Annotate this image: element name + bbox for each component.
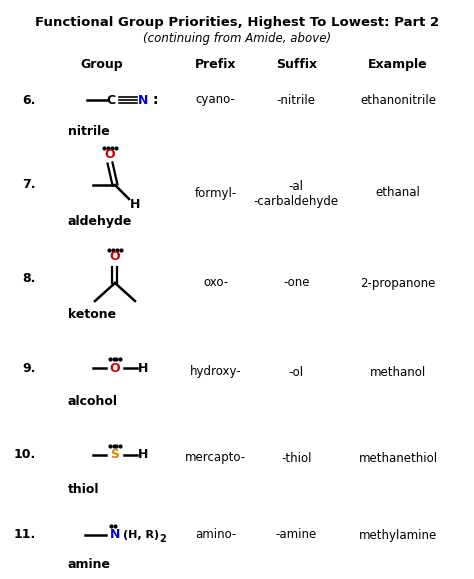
Text: -al: -al xyxy=(289,181,304,193)
Text: amine: amine xyxy=(68,558,111,571)
Text: methylamine: methylamine xyxy=(359,529,438,541)
Text: N: N xyxy=(110,529,120,541)
Text: 2: 2 xyxy=(159,534,166,544)
Text: O: O xyxy=(109,251,120,263)
Text: cyano-: cyano- xyxy=(196,93,236,107)
Text: methanethiol: methanethiol xyxy=(359,452,438,464)
Text: H: H xyxy=(138,449,148,461)
Text: S: S xyxy=(110,449,119,461)
Text: Functional Group Priorities, Highest To Lowest: Part 2: Functional Group Priorities, Highest To … xyxy=(35,16,439,29)
Text: H: H xyxy=(138,361,148,375)
Text: 9.: 9. xyxy=(23,361,36,375)
Text: O: O xyxy=(109,361,120,375)
Text: N: N xyxy=(138,93,148,107)
Text: -thiol: -thiol xyxy=(281,452,311,464)
Text: 6.: 6. xyxy=(23,93,36,107)
Text: 7.: 7. xyxy=(22,178,36,192)
Text: ketone: ketone xyxy=(68,308,116,321)
Text: :: : xyxy=(153,93,158,107)
Text: C: C xyxy=(107,93,116,107)
Text: H: H xyxy=(130,199,140,211)
Text: nitrile: nitrile xyxy=(68,125,110,138)
Text: 2-propanone: 2-propanone xyxy=(360,277,436,290)
Text: Group: Group xyxy=(81,58,123,71)
Text: methanol: methanol xyxy=(370,365,426,379)
Text: 10.: 10. xyxy=(14,449,36,461)
Text: Suffix: Suffix xyxy=(276,58,317,71)
Text: ethanal: ethanal xyxy=(376,186,420,200)
Text: Example: Example xyxy=(368,58,428,71)
Text: alcohol: alcohol xyxy=(68,395,118,408)
Text: thiol: thiol xyxy=(68,483,100,496)
Text: formyl-: formyl- xyxy=(194,186,237,200)
Text: 8.: 8. xyxy=(23,272,36,284)
Text: 11.: 11. xyxy=(14,529,36,541)
Text: -ol: -ol xyxy=(289,365,304,379)
Text: hydroxy-: hydroxy- xyxy=(190,365,241,379)
Text: ethanonitrile: ethanonitrile xyxy=(360,93,436,107)
Text: aldehyde: aldehyde xyxy=(68,215,132,228)
Text: -carbaldehyde: -carbaldehyde xyxy=(254,195,339,207)
Text: O: O xyxy=(105,148,115,162)
Text: (H, R): (H, R) xyxy=(123,530,159,540)
Text: (continuing from Amide, above): (continuing from Amide, above) xyxy=(143,32,331,45)
Text: -amine: -amine xyxy=(275,529,317,541)
Text: mercapto-: mercapto- xyxy=(185,452,246,464)
Text: amino-: amino- xyxy=(195,529,237,541)
Text: oxo-: oxo- xyxy=(203,277,228,290)
Text: -one: -one xyxy=(283,277,310,290)
Text: Prefix: Prefix xyxy=(195,58,237,71)
Text: -nitrile: -nitrile xyxy=(277,93,316,107)
